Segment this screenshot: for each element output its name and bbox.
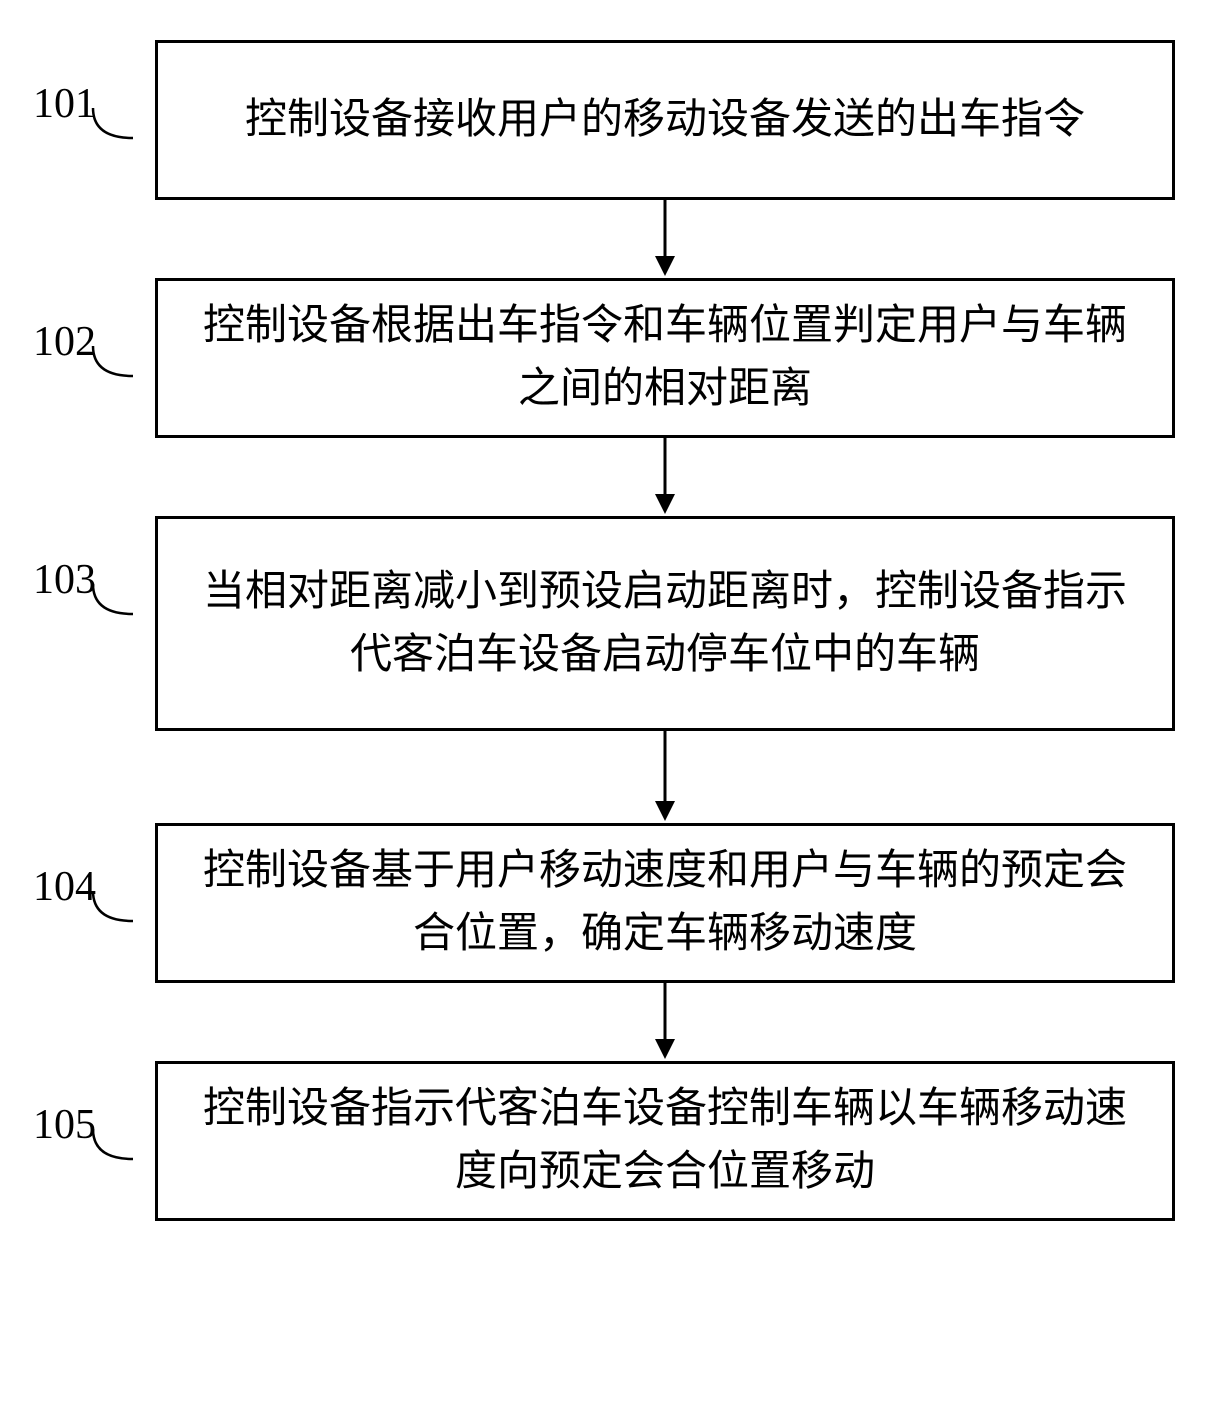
flowchart-step-101: 101 控制设备接收用户的移动设备发送的出车指令: [155, 40, 1175, 200]
step-text: 控制设备基于用户移动速度和用户与车辆的预定会合位置，确定车辆移动速度: [188, 840, 1142, 966]
flowchart-step-105: 105 控制设备指示代客泊车设备控制车辆以车辆移动速度向预定会合位置移动: [155, 1061, 1175, 1221]
step-label-101: 101: [33, 73, 96, 136]
label-text: 103: [33, 557, 96, 603]
label-curve-icon: [88, 1124, 138, 1174]
step-label-104: 104: [33, 856, 96, 919]
label-curve-icon: [88, 886, 138, 936]
arrow-down-icon: [645, 200, 685, 278]
label-curve-icon: [88, 103, 138, 153]
step-label-103: 103: [33, 549, 96, 612]
arrow-down-icon: [645, 731, 685, 823]
step-text: 控制设备根据出车指令和车辆位置判定用户与车辆之间的相对距离: [188, 295, 1142, 421]
flowchart-step-102: 102 控制设备根据出车指令和车辆位置判定用户与车辆之间的相对距离: [155, 278, 1175, 438]
step-text: 控制设备接收用户的移动设备发送的出车指令: [245, 89, 1085, 152]
arrow-down-icon: [645, 438, 685, 516]
label-text: 105: [33, 1102, 96, 1148]
arrow-down-icon: [645, 983, 685, 1061]
label-text: 101: [33, 81, 96, 127]
label-curve-icon: [88, 341, 138, 391]
label-text: 104: [33, 864, 96, 910]
step-label-102: 102: [33, 311, 96, 374]
label-curve-icon: [88, 579, 138, 629]
label-text: 102: [33, 319, 96, 365]
step-label-105: 105: [33, 1094, 96, 1157]
flowchart-step-104: 104 控制设备基于用户移动速度和用户与车辆的预定会合位置，确定车辆移动速度: [155, 823, 1175, 983]
step-text: 当相对距离减小到预设启动距离时，控制设备指示代客泊车设备启动停车位中的车辆: [188, 561, 1142, 687]
flowchart-step-103: 103 当相对距离减小到预设启动距离时，控制设备指示代客泊车设备启动停车位中的车…: [155, 516, 1175, 731]
flowchart-container: 101 控制设备接收用户的移动设备发送的出车指令 102 控制设备根据出车指令和…: [155, 40, 1175, 1221]
step-text: 控制设备指示代客泊车设备控制车辆以车辆移动速度向预定会合位置移动: [188, 1078, 1142, 1204]
